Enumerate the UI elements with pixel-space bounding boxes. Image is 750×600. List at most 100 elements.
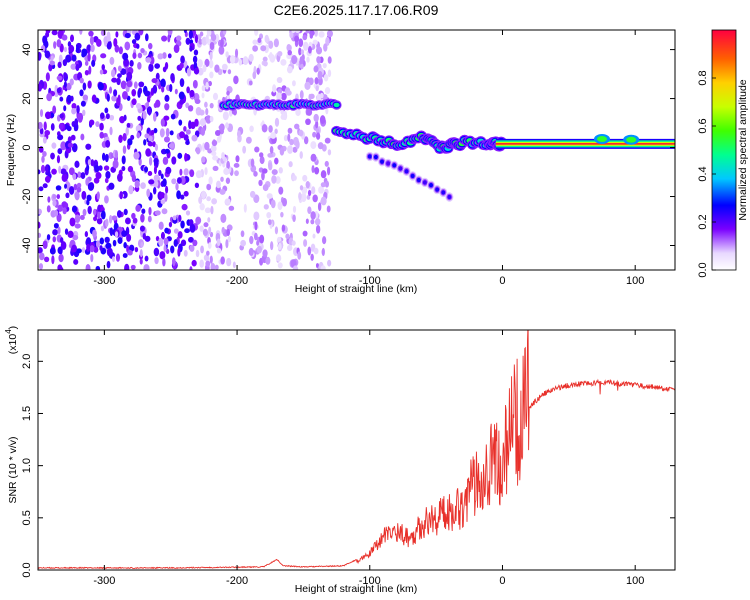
spectrogram-noise-blob (220, 256, 225, 265)
spectrogram-noise-blob (208, 226, 212, 235)
spectrogram-noise-blob (319, 115, 326, 124)
spectrogram-noise-blob (258, 179, 263, 187)
snr-frame (37, 329, 676, 571)
spectrogram-noise-blob (292, 175, 297, 181)
spectrogram-noise-blob (119, 191, 123, 200)
spectrogram-noise-blob (198, 196, 203, 205)
spectrogram-noise-blob (209, 71, 214, 79)
spectrogram-noise-blob (139, 249, 143, 258)
spectrogram-noise-blob (71, 54, 77, 62)
spectrogram-noise-blob (260, 45, 267, 52)
spectrogram-noise-blob (242, 56, 249, 66)
spectrogram-noise-blob (104, 107, 109, 114)
spectrogram-noise-blob (103, 165, 110, 171)
spectrogram-noise-blob (96, 38, 102, 47)
spectrogram-noise-blob (179, 131, 185, 139)
spectrogram-noise-blob (299, 56, 304, 66)
spectrogram-noise-blob (148, 106, 152, 116)
spectrogram-noise-blob (147, 141, 154, 147)
spectrogram-noise-blob (46, 234, 51, 241)
spectrogram-noise-blob (306, 56, 310, 63)
spectrogram-noise-blob (106, 260, 111, 269)
spectrogram-noise-blob (169, 130, 174, 136)
spectrogram-noise-blob (38, 208, 42, 215)
spectrogram-noise-blob (262, 168, 268, 174)
spectrogram-noise-blob (200, 190, 207, 200)
spectrogram-noise-blob (38, 186, 44, 192)
spectrogram-noise-blob (91, 59, 96, 67)
spectrogram-noise-blob (131, 89, 137, 97)
spectrogram-noise-blob (208, 59, 214, 69)
spectrogram-noise-blob (51, 255, 55, 265)
spectrogram-noise-blob (167, 30, 173, 36)
spectrogram-noise-blob (165, 127, 170, 137)
spectrogram-noise-blob (179, 194, 185, 200)
spectrogram-noise-blob (161, 35, 168, 42)
spectrogram-track-core (435, 187, 440, 192)
spectrogram-noise-blob (206, 30, 212, 37)
spectrogram-noise-blob (176, 177, 182, 184)
spectrogram-noise-blob (52, 229, 58, 236)
spectrogram-noise-blob (218, 124, 225, 130)
spectrogram-noise-blob (297, 251, 302, 260)
spectrogram-noise-blob (127, 249, 133, 256)
spectrogram-noise-blob (214, 64, 220, 73)
spectrogram-noise-blob (234, 48, 239, 58)
spectrogram-noise-blob (185, 129, 191, 135)
spectrogram-noise-blob (92, 229, 97, 238)
spectrogram-noise-blob (105, 113, 110, 120)
spectrogram-noise-blob (72, 173, 77, 181)
spectrogram-noise-blob (155, 99, 161, 108)
spectrogram-noise-blob (268, 162, 273, 171)
spectrogram-noise-blob (220, 176, 224, 182)
spectrogram-noise-blob (300, 49, 305, 55)
spectrogram-noise-blob (148, 156, 153, 166)
spectrogram-noise-blob (207, 242, 212, 249)
spectrogram-noise-blob (207, 217, 211, 223)
spectrogram-noise-blob (145, 33, 149, 42)
spectrogram-x-tick-label: -300 (93, 275, 115, 287)
spectrogram-noise-blob (42, 183, 48, 189)
spectrogram-noise-blob (105, 170, 111, 179)
spectrogram-noise-blob (234, 170, 239, 177)
spectrogram-noise-blob (314, 77, 319, 85)
spectrogram-noise-blob (202, 64, 207, 73)
spectrogram-noise-blob (72, 234, 79, 241)
steady-tone-bulge-core (597, 135, 608, 142)
spectrogram-noise-blob (198, 109, 205, 116)
spectrogram-noise-blob (148, 42, 153, 50)
spectrogram-noise-blob (60, 241, 67, 250)
spectrogram-noise-blob (95, 172, 102, 180)
spectrogram-noise-blob (165, 185, 169, 194)
spectrogram-noise-blob (259, 234, 265, 244)
spectrogram-noise-blob (307, 45, 312, 54)
spectrogram-noise-blob (138, 81, 145, 88)
spectrogram-noise-blob (305, 30, 310, 34)
spectrogram-noise-blob (210, 144, 217, 153)
spectrogram-noise-blob (153, 157, 159, 165)
spectrogram-noise-blob (164, 227, 169, 234)
spectrogram-noise-blob (57, 204, 63, 212)
spectrogram-noise-blob (276, 76, 283, 84)
spectrogram-noise-blob (108, 182, 115, 190)
spectrogram-noise-blob (222, 30, 227, 36)
spectrogram-noise-blob (277, 201, 283, 210)
snr-y-tick-label: 0.5 (21, 510, 33, 525)
spectrogram-noise-blob (53, 41, 57, 49)
spectrogram-noise-blob (225, 51, 229, 58)
spectrogram-noise-blob (220, 213, 227, 223)
spectrogram-noise-blob (185, 210, 191, 216)
spectrogram-noise-blob (183, 125, 187, 132)
spectrogram-noise-blob (101, 69, 108, 75)
spectrogram-noise-blob (86, 243, 91, 252)
spectrogram-noise-blob (122, 52, 129, 61)
spectrogram-noise-blob (278, 167, 283, 174)
spectrogram-noise-blob (43, 121, 47, 131)
spectrogram-noise-blob (57, 134, 64, 141)
spectrogram-noise-blob (219, 188, 226, 195)
spectrogram-noise-blob (225, 122, 229, 129)
spectrogram-noise-blob (40, 45, 46, 53)
colorbar-tick-label: 0.6 (697, 118, 709, 133)
spectrogram-noise-blob (122, 145, 127, 154)
spectrogram-noise-blob (90, 253, 94, 263)
